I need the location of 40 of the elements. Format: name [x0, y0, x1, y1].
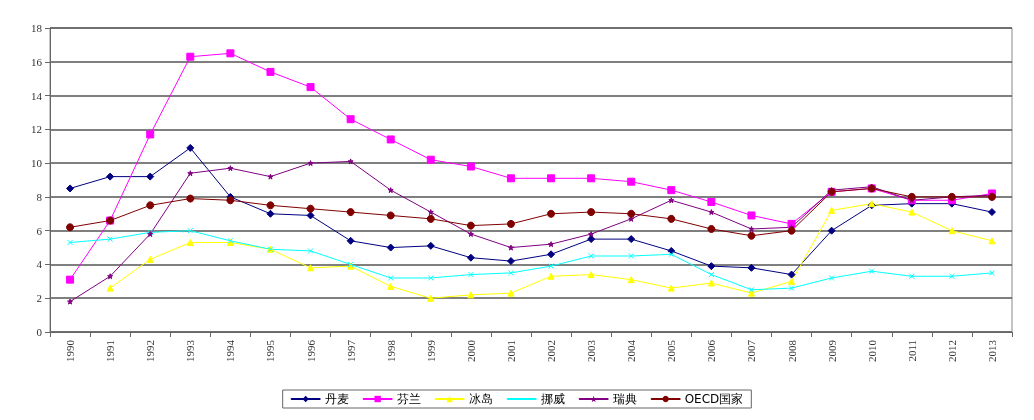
- x-tick-label: 2007: [745, 339, 758, 362]
- x-tick-label: 2013: [985, 339, 998, 362]
- y-tick-label: 2: [36, 292, 42, 305]
- x-tick-label: 2010: [865, 339, 878, 362]
- legend-label: 挪威: [540, 392, 565, 406]
- y-tick-label: 4: [36, 258, 43, 271]
- legend-label: 冰岛: [468, 392, 493, 406]
- x-tick-label: 1991: [104, 340, 117, 362]
- x-tick-label: 2004: [625, 339, 638, 362]
- legend-label: OECD国家: [684, 392, 744, 406]
- x-tick-label: 1999: [424, 339, 437, 362]
- y-tick-label: 16: [31, 55, 43, 68]
- legend-label: 丹麦: [324, 392, 349, 406]
- legend-label: 瑞典: [612, 392, 637, 406]
- x-tick-label: 1994: [224, 339, 237, 362]
- x-tick-label: 1993: [184, 339, 197, 362]
- y-tick-label: 18: [31, 22, 43, 34]
- x-tick-label: 1996: [304, 339, 317, 362]
- x-tick-label: 2006: [705, 339, 718, 362]
- x-tick-label: 2001: [504, 340, 517, 362]
- x-tick-label: 1998: [384, 339, 397, 362]
- y-tick-label: 0: [36, 326, 43, 338]
- x-tick-label: 1997: [344, 339, 357, 362]
- x-tick-label: 1990: [64, 339, 77, 362]
- x-tick-label: 1995: [264, 339, 277, 362]
- y-tick-label: 8: [36, 190, 43, 203]
- x-tick-label: 2009: [825, 339, 838, 362]
- legend-label: 芬兰: [396, 392, 421, 406]
- x-tick-label: 2003: [585, 339, 598, 362]
- x-tick-label: 2012: [945, 340, 958, 362]
- y-tick-label: 10: [31, 157, 43, 170]
- x-tick-label: 2002: [545, 340, 558, 362]
- x-tick-label: 2011: [905, 340, 918, 362]
- x-tick-label: 2008: [785, 339, 798, 362]
- y-tick-label: 12: [31, 123, 42, 136]
- x-tick-label: 1992: [144, 340, 157, 362]
- y-tick-label: 14: [31, 89, 43, 102]
- x-tick-label: 2000: [464, 339, 477, 362]
- x-tick-label: 2005: [665, 339, 678, 362]
- y-tick-label: 6: [36, 224, 43, 237]
